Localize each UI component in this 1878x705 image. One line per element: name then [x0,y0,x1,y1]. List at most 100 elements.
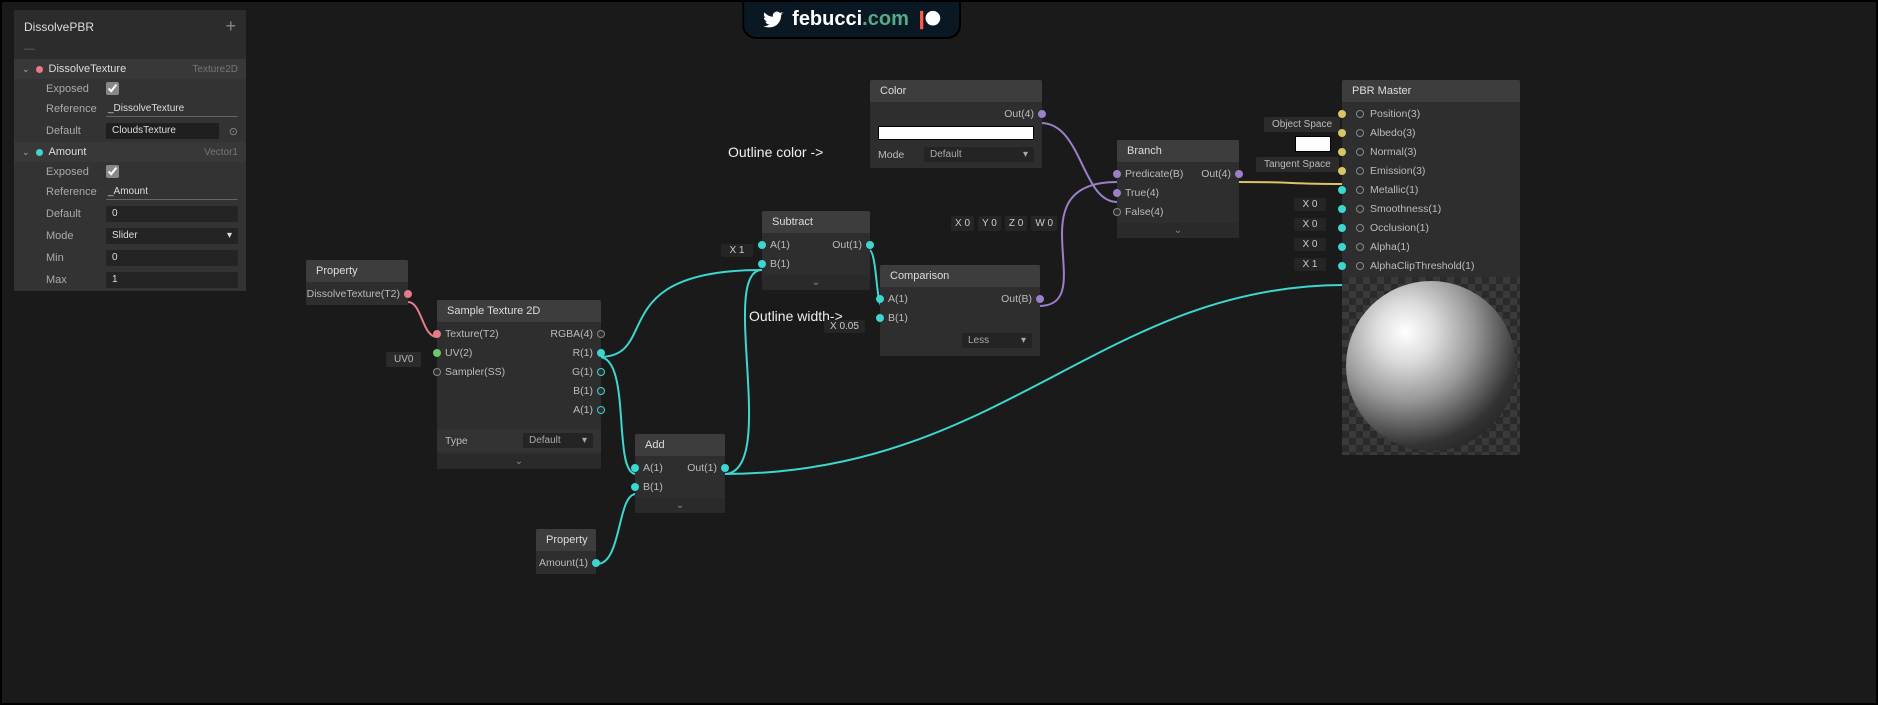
section-type: Vector1 [204,147,238,158]
comparison-b-field[interactable]: X 0.05 [824,320,865,333]
output-port[interactable] [1235,170,1243,178]
output-port[interactable] [597,387,605,395]
vec-w[interactable]: W 0 [1031,216,1057,231]
collapse-toggle[interactable] [1117,223,1239,238]
port-label: Texture(T2) [445,328,499,340]
node-add[interactable]: Add A(1) Out(1) B(1) [635,434,725,513]
input-port[interactable] [1338,148,1346,156]
pbr-alpha-field[interactable]: X 1 [1294,258,1326,271]
mode-dropdown[interactable]: Default▾ [924,147,1034,162]
output-port[interactable] [597,406,605,414]
port-label: B(1) [573,385,593,397]
vec-y[interactable]: Y 0 [978,216,1001,231]
max-field[interactable]: 1 [106,272,238,288]
collapse-toggle[interactable] [762,275,870,290]
input-port[interactable] [1113,189,1121,197]
picker-icon[interactable]: ⊙ [229,125,238,138]
port-label: Occlusion(1) [1370,222,1429,234]
mode-dropdown[interactable]: Slider▾ [106,228,238,244]
pbr-tangent-space-pill[interactable]: Tangent Space [1256,157,1339,172]
pbr-albedo-swatch[interactable] [1295,136,1331,152]
min-field[interactable]: 0 [106,250,238,266]
input-port[interactable] [1356,262,1364,270]
output-port[interactable] [592,559,600,567]
node-sample-texture-2d[interactable]: Sample Texture 2D Texture(T2) RGBA(4) UV… [437,300,601,469]
input-port[interactable] [1356,205,1364,213]
input-port[interactable] [876,314,884,322]
pbr-object-space-pill[interactable]: Object Space [1264,117,1340,132]
section-header[interactable]: ⌄ Amount Vector1 [14,142,246,162]
port-label: Sampler(SS) [445,366,505,378]
input-port[interactable] [758,260,766,268]
port-label: R(1) [573,347,593,359]
type-dropdown[interactable]: Default▾ [523,433,593,448]
node-color[interactable]: Color Out(4) Mode Default▾ [870,80,1042,168]
uv-pill[interactable]: UV0 [386,352,421,367]
input-port[interactable] [1356,129,1364,137]
input-port[interactable] [1338,186,1346,194]
output-port[interactable] [597,349,605,357]
node-branch[interactable]: Branch Predicate(B) Out(4) True(4) False… [1117,140,1239,238]
branch-false-vector[interactable]: X 0 Y 0 Z 0 W 0 [951,216,1057,231]
node-comparison[interactable]: Comparison A(1) Out(B) B(1) Less▾ [880,265,1040,356]
input-port[interactable] [758,241,766,249]
color-swatch[interactable] [878,126,1034,140]
input-port[interactable] [1356,224,1364,232]
default-field[interactable]: 0 [106,206,238,222]
input-port[interactable] [1356,167,1364,175]
section-header[interactable]: ⌄ DissolveTexture Texture2D [14,59,246,79]
input-port[interactable] [1338,262,1346,270]
input-port[interactable] [1356,186,1364,194]
pbr-occlusion-field[interactable]: X 0 [1294,238,1326,251]
exposed-checkbox[interactable] [106,82,119,95]
exposed-label: Exposed [46,166,100,178]
output-port[interactable] [866,241,874,249]
output-port[interactable] [597,368,605,376]
input-port[interactable] [1338,167,1346,175]
op-dropdown[interactable]: Less▾ [962,333,1032,348]
output-port[interactable] [721,464,729,472]
node-property-amount[interactable]: Property Amount(1) [536,529,596,574]
collapse-toggle[interactable] [437,454,601,469]
output-port[interactable] [1036,295,1044,303]
input-port[interactable] [433,330,441,338]
input-port[interactable] [1356,148,1364,156]
input-port[interactable] [1338,110,1346,118]
input-port[interactable] [631,483,639,491]
subtract-a-field[interactable]: X 1 [721,244,753,257]
vec-z[interactable]: Z 0 [1005,216,1027,231]
input-port[interactable] [433,368,441,376]
reference-field[interactable]: _Amount [106,184,238,200]
input-port[interactable] [1356,243,1364,251]
default-field[interactable]: CloudsTexture [106,123,219,139]
vec-x[interactable]: X 0 [951,216,974,231]
input-port[interactable] [1113,170,1121,178]
output-port[interactable] [597,330,605,338]
reference-field[interactable]: _DissolveTexture [106,101,238,117]
input-port[interactable] [1338,205,1346,213]
input-port[interactable] [1338,129,1346,137]
output-port[interactable] [1038,110,1046,118]
pbr-smoothness-field[interactable]: X 0 [1294,218,1326,231]
caret-icon: ⌄ [22,64,30,75]
node-pbr-master[interactable]: PBR Master Position(3) Albedo(3) Normal(… [1342,80,1520,455]
blackboard-title: DissolvePBR [24,20,94,34]
exposed-checkbox[interactable] [106,165,119,178]
input-port[interactable] [1338,224,1346,232]
input-port[interactable] [631,464,639,472]
node-property-dissolvetexture[interactable]: Property DissolveTexture(T2) [306,260,408,305]
output-port[interactable] [404,290,412,298]
blackboard-add-button[interactable]: + [225,16,236,37]
input-port[interactable] [876,295,884,303]
input-port[interactable] [1356,110,1364,118]
input-port[interactable] [1113,208,1121,216]
collapse-toggle[interactable] [635,498,725,513]
pbr-metallic-field[interactable]: X 0 [1294,198,1326,211]
blackboard-section-amount: ⌄ Amount Vector1 Exposed Reference_Amoun… [14,142,246,291]
port-label: UV(2) [445,347,472,359]
input-port[interactable] [433,349,441,357]
node-subtract[interactable]: Subtract A(1) Out(1) B(1) [762,211,870,290]
port-label: True(4) [1125,187,1159,199]
reference-label: Reference [46,103,100,115]
input-port[interactable] [1338,243,1346,251]
